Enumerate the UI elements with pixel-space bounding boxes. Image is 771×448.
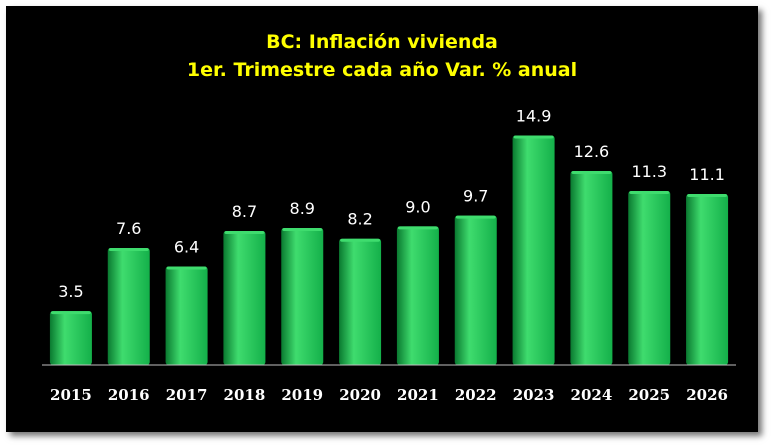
- bar-2018: [223, 231, 266, 365]
- tick-label-2025: 2025: [628, 386, 670, 404]
- bar-2023: [512, 135, 555, 365]
- tick-label-2020: 2020: [339, 386, 381, 404]
- bar-chart-plot: 3.5 7.6 6.4 8.7 8.9 8.2 9.0 9.7 14.9 12.6 11.3 11.1…: [42, 107, 736, 404]
- bar-2024: [570, 170, 613, 365]
- bar-2022: [454, 215, 497, 365]
- bar-cap-2026: [687, 194, 728, 198]
- data-label-2020: 8.2: [347, 210, 372, 229]
- bar-cap-2021: [397, 226, 438, 230]
- data-label-2015: 3.5: [58, 282, 83, 301]
- data-label-2016: 7.6: [116, 219, 141, 238]
- data-label-2024: 12.6: [574, 142, 610, 161]
- bar-cap-2019: [282, 227, 323, 231]
- data-label-2026: 11.1: [689, 165, 725, 184]
- chart-subtitle: 1er. Trimestre cada año Var. % anual: [186, 59, 578, 81]
- bar-cap-2016: [108, 247, 149, 251]
- tick-label-2017: 2017: [166, 386, 208, 404]
- chart-title: BC: Inflación vivienda: [266, 31, 498, 53]
- bar-cap-2017: [166, 266, 207, 270]
- tick-label-2019: 2019: [281, 386, 323, 404]
- bar-series: 3.5 7.6 6.4 8.7 8.9 8.2 9.0 9.7 14.9 12.6 11.3 11.1: [49, 107, 729, 365]
- bar-cap-2015: [50, 311, 91, 315]
- data-label-2021: 9.0: [405, 197, 430, 216]
- bar-2020: [339, 238, 382, 365]
- bar-2016: [107, 247, 150, 365]
- data-label-2019: 8.9: [290, 199, 315, 218]
- tick-label-2023: 2023: [513, 386, 555, 404]
- data-label-2017: 6.4: [174, 237, 199, 256]
- tick-label-2015: 2015: [50, 386, 92, 404]
- bar-2017: [165, 266, 208, 365]
- chart-title-block: BC: Inflación vivienda 1er. Trimestre ca…: [6, 28, 758, 84]
- bar-2015: [49, 311, 92, 365]
- chart-panel: BC: Inflación vivienda 1er. Trimestre ca…: [6, 6, 758, 432]
- bar-2025: [628, 190, 671, 365]
- tick-label-2024: 2024: [571, 386, 613, 404]
- bar-cap-2018: [224, 231, 265, 235]
- tick-label-2021: 2021: [397, 386, 439, 404]
- tick-label-2016: 2016: [108, 386, 150, 404]
- bar-cap-2020: [340, 238, 381, 242]
- bar-cap-2025: [629, 190, 670, 194]
- data-label-2018: 8.7: [232, 202, 257, 221]
- bar-cap-2023: [513, 135, 554, 139]
- bar-cap-2022: [455, 215, 496, 219]
- bar-cap-2024: [571, 170, 612, 174]
- x-axis-ticks: 2015 2016 2017 2018 2019 2020 2021 2022 2023 2024…: [50, 386, 728, 404]
- data-label-2025: 11.3: [631, 162, 667, 181]
- bar-2019: [281, 227, 324, 365]
- bar-2026: [686, 194, 729, 365]
- tick-label-2026: 2026: [686, 386, 728, 404]
- bar-2021: [396, 226, 439, 365]
- tick-label-2022: 2022: [455, 386, 497, 404]
- tick-label-2018: 2018: [224, 386, 266, 404]
- data-label-2022: 9.7: [463, 187, 488, 206]
- data-label-2023: 14.9: [516, 107, 552, 126]
